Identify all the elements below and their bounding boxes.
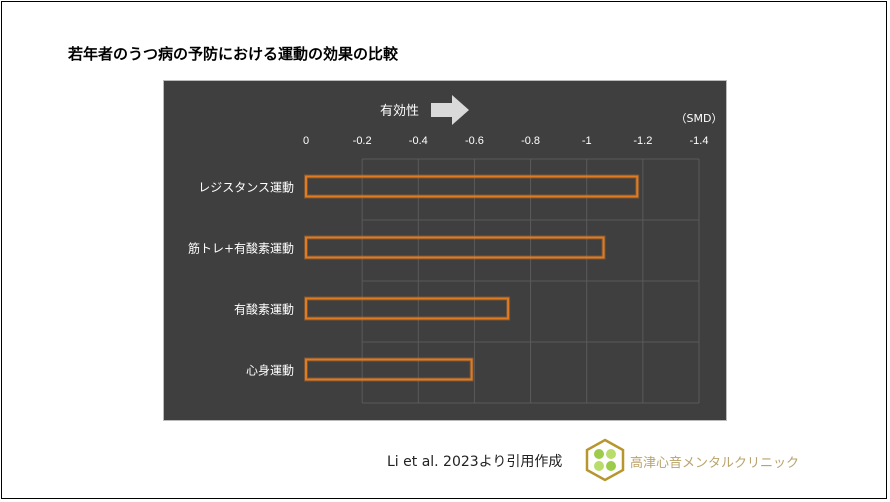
bar: [305, 358, 473, 381]
x-tick-label: -1.4: [690, 135, 709, 147]
bar-glow: [304, 296, 511, 321]
bar-glow: [304, 235, 606, 260]
x-tick-label: -0.6: [465, 135, 484, 147]
x-tick-label: -1: [582, 135, 592, 147]
bar: [305, 175, 639, 198]
category-label: 有酸素運動: [234, 302, 294, 317]
annotation-label: 有効性: [380, 104, 419, 119]
citation: Li et al. 2023より引用作成: [387, 454, 563, 470]
slide-title: 若年者のうつ病の予防における運動の効果の比較: [68, 45, 399, 63]
bar: [305, 236, 605, 259]
unit-label: （SMD）: [676, 112, 723, 125]
bar-glow: [304, 357, 474, 382]
clinic-name: 高津心音メンタルクリニック: [630, 456, 800, 471]
bar: [305, 297, 510, 320]
category-label: 心身運動: [246, 363, 294, 378]
x-tick-label: -0.8: [521, 135, 540, 147]
right-arrow-icon: [431, 95, 469, 125]
bar-chart: 0 -0.2 -0.4 -0.6 -0.8 -1 -1.2 -1.4 （SMD） 有効性レジスタン…: [188, 95, 723, 404]
clinic-logo-icon: [585, 438, 625, 482]
category-label: レジスタンス運動: [198, 181, 294, 195]
chart-panel: 0 -0.2 -0.4 -0.6 -0.8 -1 -1.2 -1.4 （SMD） 有効性レジスタン…: [163, 80, 727, 421]
x-tick-label: 0: [303, 135, 309, 147]
x-tick-label: -0.4: [409, 135, 428, 147]
x-tick-label: -0.2: [353, 135, 372, 147]
category-label: 筋トレ+有酸素運動: [188, 241, 294, 256]
bar-glow: [304, 174, 640, 199]
x-tick-label: -1.2: [633, 135, 652, 147]
